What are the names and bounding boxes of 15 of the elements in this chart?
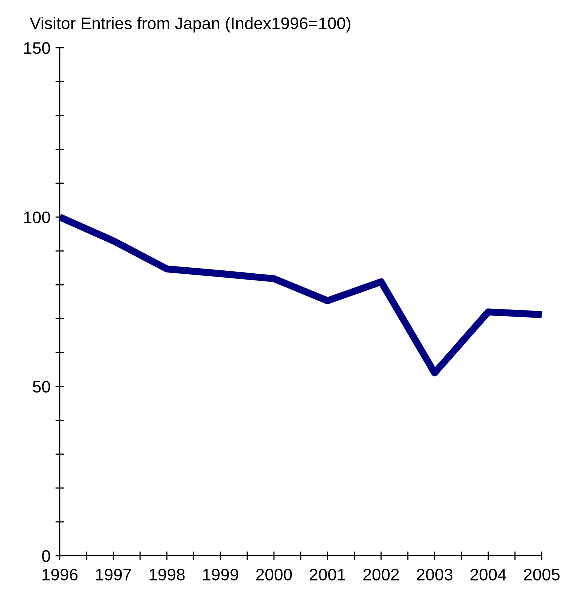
x-tick-label: 1999 [203,568,238,581]
x-tick-label: 1996 [42,568,78,581]
x-tick-label: 1997 [96,568,132,581]
y-tick-label: 0 [42,550,50,562]
y-tick-label: 150 [24,42,50,54]
x-tick-label: 2004 [470,568,506,581]
x-tick-label: 2001 [310,568,346,581]
x-tick-label: 2003 [417,568,453,581]
y-tick-label: 50 [33,381,50,393]
x-tick-label: 1998 [150,568,185,581]
x-tick-label: 2000 [256,568,292,581]
chart-title: Visitor Entries from Japan (Index1996=100) [30,17,351,33]
x-tick-label: 2002 [364,568,400,581]
x-tick-label: 2005 [524,568,560,581]
y-tick-label: 100 [24,212,50,224]
